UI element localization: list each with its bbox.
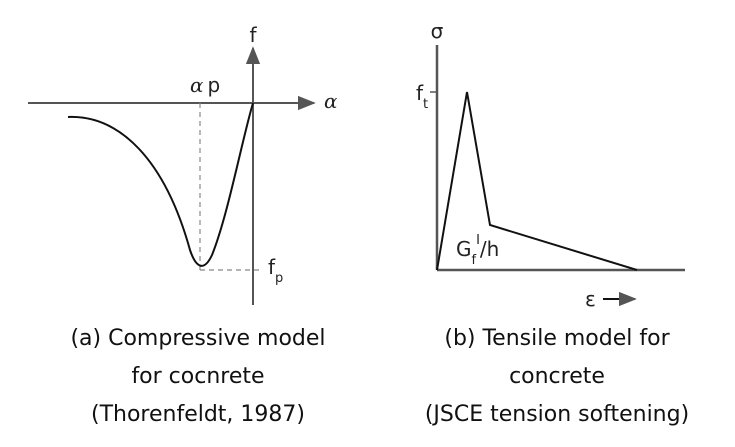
caption: for cocnrete: [131, 364, 264, 389]
caption: concrete: [509, 364, 605, 389]
label-base: f: [416, 81, 424, 105]
label-sub: p: [275, 271, 283, 286]
label-base: f: [268, 255, 276, 279]
label-sub: p: [208, 73, 221, 97]
caption: (b) Tensile model for: [444, 326, 670, 351]
axis-label: σ: [431, 19, 444, 43]
curve: [67, 102, 254, 267]
label-base: α: [190, 73, 204, 97]
peak-label: ft: [416, 81, 428, 112]
energy-label: GfI/h: [456, 233, 499, 268]
axis-label: α: [324, 89, 338, 113]
peak-label: fp: [268, 255, 283, 286]
caption: (JSCE tension softening): [425, 402, 689, 427]
caption: (a) Compressive model: [70, 326, 325, 351]
axis-label: ε: [585, 287, 596, 311]
curve: [436, 91, 638, 271]
caption: (Thorenfeldt, 1987): [91, 402, 305, 427]
label-sup: I: [476, 233, 480, 248]
panel-b: σ ft GfI/h ε (b) Tensile model for concr…: [416, 19, 689, 427]
label-sub: t: [423, 97, 428, 112]
axis-label: f: [249, 23, 257, 47]
label-rest: /h: [480, 237, 499, 261]
label-base: G: [456, 237, 472, 261]
label-sub: f: [472, 253, 477, 268]
